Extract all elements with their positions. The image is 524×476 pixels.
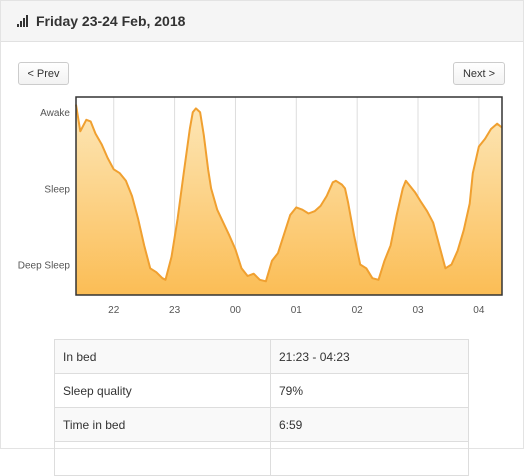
summary-table: In bed 21:23 - 04:23 Sleep quality 79% T… xyxy=(54,339,469,476)
sleep-area xyxy=(76,104,502,295)
y-tick-label: Deep Sleep xyxy=(18,261,71,272)
sleep-chart-svg: Deep Sleep Sleep Awake 22 23 00 01 02 03 04 xyxy=(18,96,503,316)
y-tick-label: Awake xyxy=(40,108,70,119)
row-value: 21:23 - 04:23 xyxy=(270,339,469,374)
row-label: Time in bed xyxy=(54,407,271,442)
row-value: 6:59 xyxy=(270,407,469,442)
x-tick-label: 23 xyxy=(169,305,181,316)
page-title: Friday 23-24 Feb, 2018 xyxy=(36,13,186,29)
sleep-line xyxy=(75,104,503,283)
row-label: Sleep quality xyxy=(54,373,271,408)
panel-header: Friday 23-24 Feb, 2018 xyxy=(1,1,523,42)
row-value: 79% xyxy=(270,373,469,408)
table-row: Sleep quality 79% xyxy=(54,373,469,408)
table-row: Time in bed 6:59 xyxy=(54,407,469,442)
table-row xyxy=(54,441,469,476)
plot-frame xyxy=(75,96,503,296)
x-tick-label: 01 xyxy=(291,305,303,316)
table-row: In bed 21:23 - 04:23 xyxy=(54,339,469,374)
sleep-chart: Deep Sleep Sleep Awake 22 23 00 01 02 03 04 xyxy=(1,91,524,321)
x-tick-label: 02 xyxy=(352,305,364,316)
signal-bars-icon xyxy=(17,15,28,27)
x-tick-label: 00 xyxy=(230,305,242,316)
row-value xyxy=(270,441,469,476)
x-tick-label: 04 xyxy=(473,305,485,316)
y-tick-label: Sleep xyxy=(44,184,70,195)
next-button[interactable]: Next > xyxy=(453,62,505,85)
x-tick-label: 22 xyxy=(108,305,120,316)
x-tick-label: 03 xyxy=(412,305,424,316)
row-label xyxy=(54,441,271,476)
row-label: In bed xyxy=(54,339,271,374)
prev-button[interactable]: < Prev xyxy=(18,62,69,85)
